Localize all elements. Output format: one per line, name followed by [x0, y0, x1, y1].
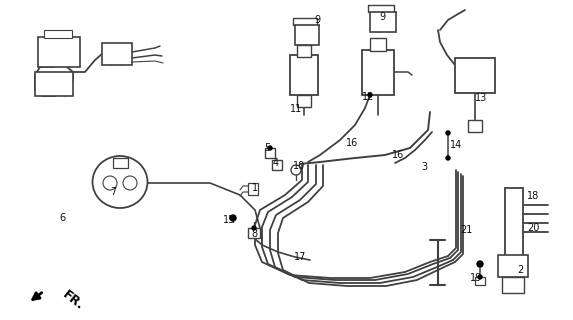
Bar	[295, 25, 319, 45]
Circle shape	[252, 226, 256, 230]
Circle shape	[446, 131, 450, 135]
Bar	[272, 160, 282, 170]
Bar	[35, 72, 73, 96]
Bar	[102, 43, 132, 65]
Text: 4: 4	[273, 158, 279, 168]
Circle shape	[230, 215, 236, 221]
Bar	[248, 183, 258, 195]
Bar	[475, 277, 485, 285]
Bar	[502, 277, 524, 293]
Bar	[370, 12, 396, 32]
Bar	[498, 255, 528, 277]
Text: 14: 14	[450, 140, 462, 150]
Bar	[265, 148, 275, 158]
Text: FR.: FR.	[60, 288, 86, 313]
Circle shape	[478, 275, 482, 279]
Bar	[505, 188, 523, 268]
Text: 11: 11	[290, 104, 302, 114]
Bar	[297, 95, 311, 107]
Bar	[468, 120, 482, 132]
Text: 9: 9	[314, 15, 320, 25]
Bar	[297, 45, 311, 57]
Bar	[362, 50, 394, 95]
Text: 21: 21	[460, 225, 472, 235]
Text: 5: 5	[264, 143, 270, 153]
Circle shape	[368, 93, 372, 97]
Text: 2: 2	[517, 265, 523, 275]
Text: 1: 1	[252, 183, 258, 193]
Circle shape	[477, 261, 483, 267]
Bar	[44, 30, 72, 38]
Circle shape	[291, 165, 301, 175]
Bar	[38, 37, 80, 67]
Text: 9: 9	[379, 12, 385, 22]
Text: 3: 3	[421, 162, 427, 172]
Text: 7: 7	[110, 187, 116, 197]
Text: 15: 15	[223, 215, 235, 225]
Text: 12: 12	[362, 92, 374, 102]
Text: 10: 10	[293, 161, 305, 171]
Bar	[248, 228, 260, 238]
Bar	[370, 38, 386, 51]
Bar	[290, 55, 318, 95]
Ellipse shape	[92, 156, 147, 208]
Text: 19: 19	[470, 273, 482, 283]
Text: 17: 17	[294, 252, 306, 262]
Circle shape	[103, 176, 117, 190]
Bar	[113, 158, 128, 168]
Circle shape	[123, 176, 137, 190]
Text: 20: 20	[527, 223, 539, 233]
Bar	[455, 58, 495, 93]
Text: 16: 16	[392, 150, 404, 160]
Text: 18: 18	[527, 191, 539, 201]
Text: 13: 13	[475, 93, 487, 103]
Circle shape	[268, 146, 272, 150]
Text: 8: 8	[251, 229, 257, 239]
Text: 16: 16	[346, 138, 358, 148]
Text: 6: 6	[59, 213, 65, 223]
Circle shape	[446, 156, 450, 160]
